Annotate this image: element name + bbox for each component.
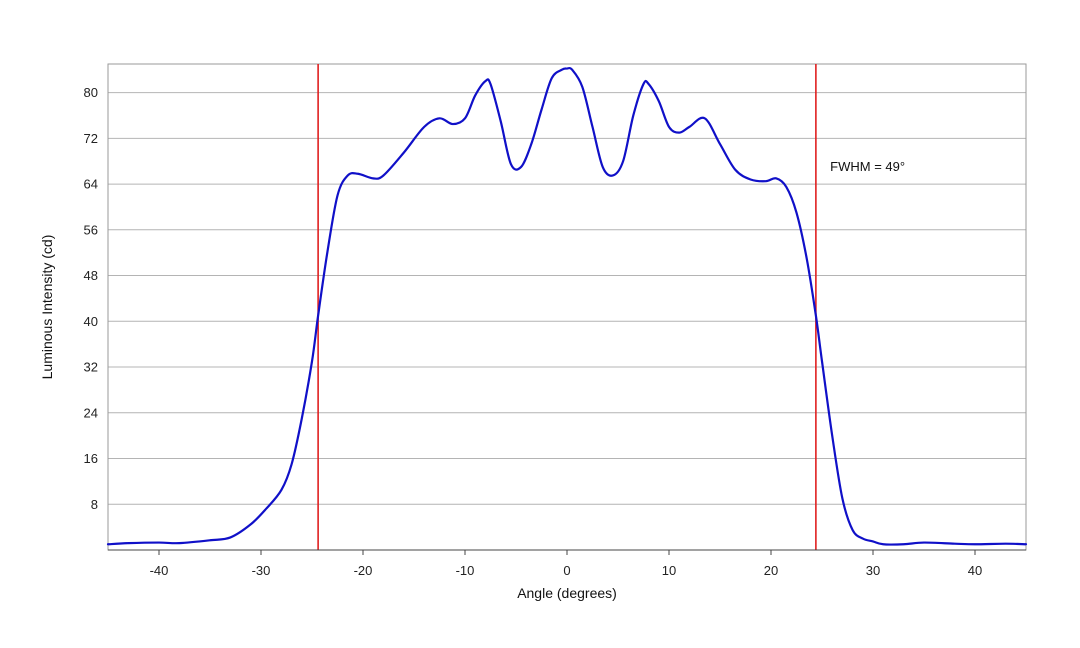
x-tick-label: 20 xyxy=(764,563,778,578)
x-tick-label: -10 xyxy=(456,563,475,578)
series-line-luminous-intensity xyxy=(106,66,1028,546)
x-tick-label: 30 xyxy=(866,563,880,578)
fwhm-annotation: FWHM = 49° xyxy=(830,159,905,174)
x-tick-label: -20 xyxy=(354,563,373,578)
y-tick-label: 16 xyxy=(84,451,98,466)
y-tick-label: 40 xyxy=(84,314,98,329)
x-axis-title: Angle (degrees) xyxy=(517,585,617,601)
x-tick-label: 40 xyxy=(968,563,982,578)
x-tick-label: -40 xyxy=(150,563,169,578)
y-tick-label: 8 xyxy=(91,497,98,512)
plot-frame xyxy=(107,63,1027,551)
y-axis-ticks: 8 16 24 32 40 48 56 64 72 80 xyxy=(84,85,98,512)
y-tick-label: 48 xyxy=(84,268,98,283)
x-axis-ticks: -40 -30 -20 -10 0 10 20 30 40 xyxy=(108,549,1026,578)
annotations: FWHM = 49° xyxy=(830,159,905,174)
reference-lines xyxy=(317,64,817,550)
y-tick-label: 24 xyxy=(84,405,98,420)
x-tick-label: 0 xyxy=(563,563,570,578)
x-tick-label: -30 xyxy=(252,563,271,578)
x-tick-label: 10 xyxy=(662,563,676,578)
y-axis-title: Luminous Intensity (cd) xyxy=(39,235,55,380)
y-tick-label: 64 xyxy=(84,177,98,192)
y-tick-label: 72 xyxy=(84,131,98,146)
y-tick-label: 32 xyxy=(84,360,98,375)
y-tick-label: 80 xyxy=(84,85,98,100)
grid xyxy=(108,92,1026,505)
y-tick-label: 56 xyxy=(84,222,98,237)
